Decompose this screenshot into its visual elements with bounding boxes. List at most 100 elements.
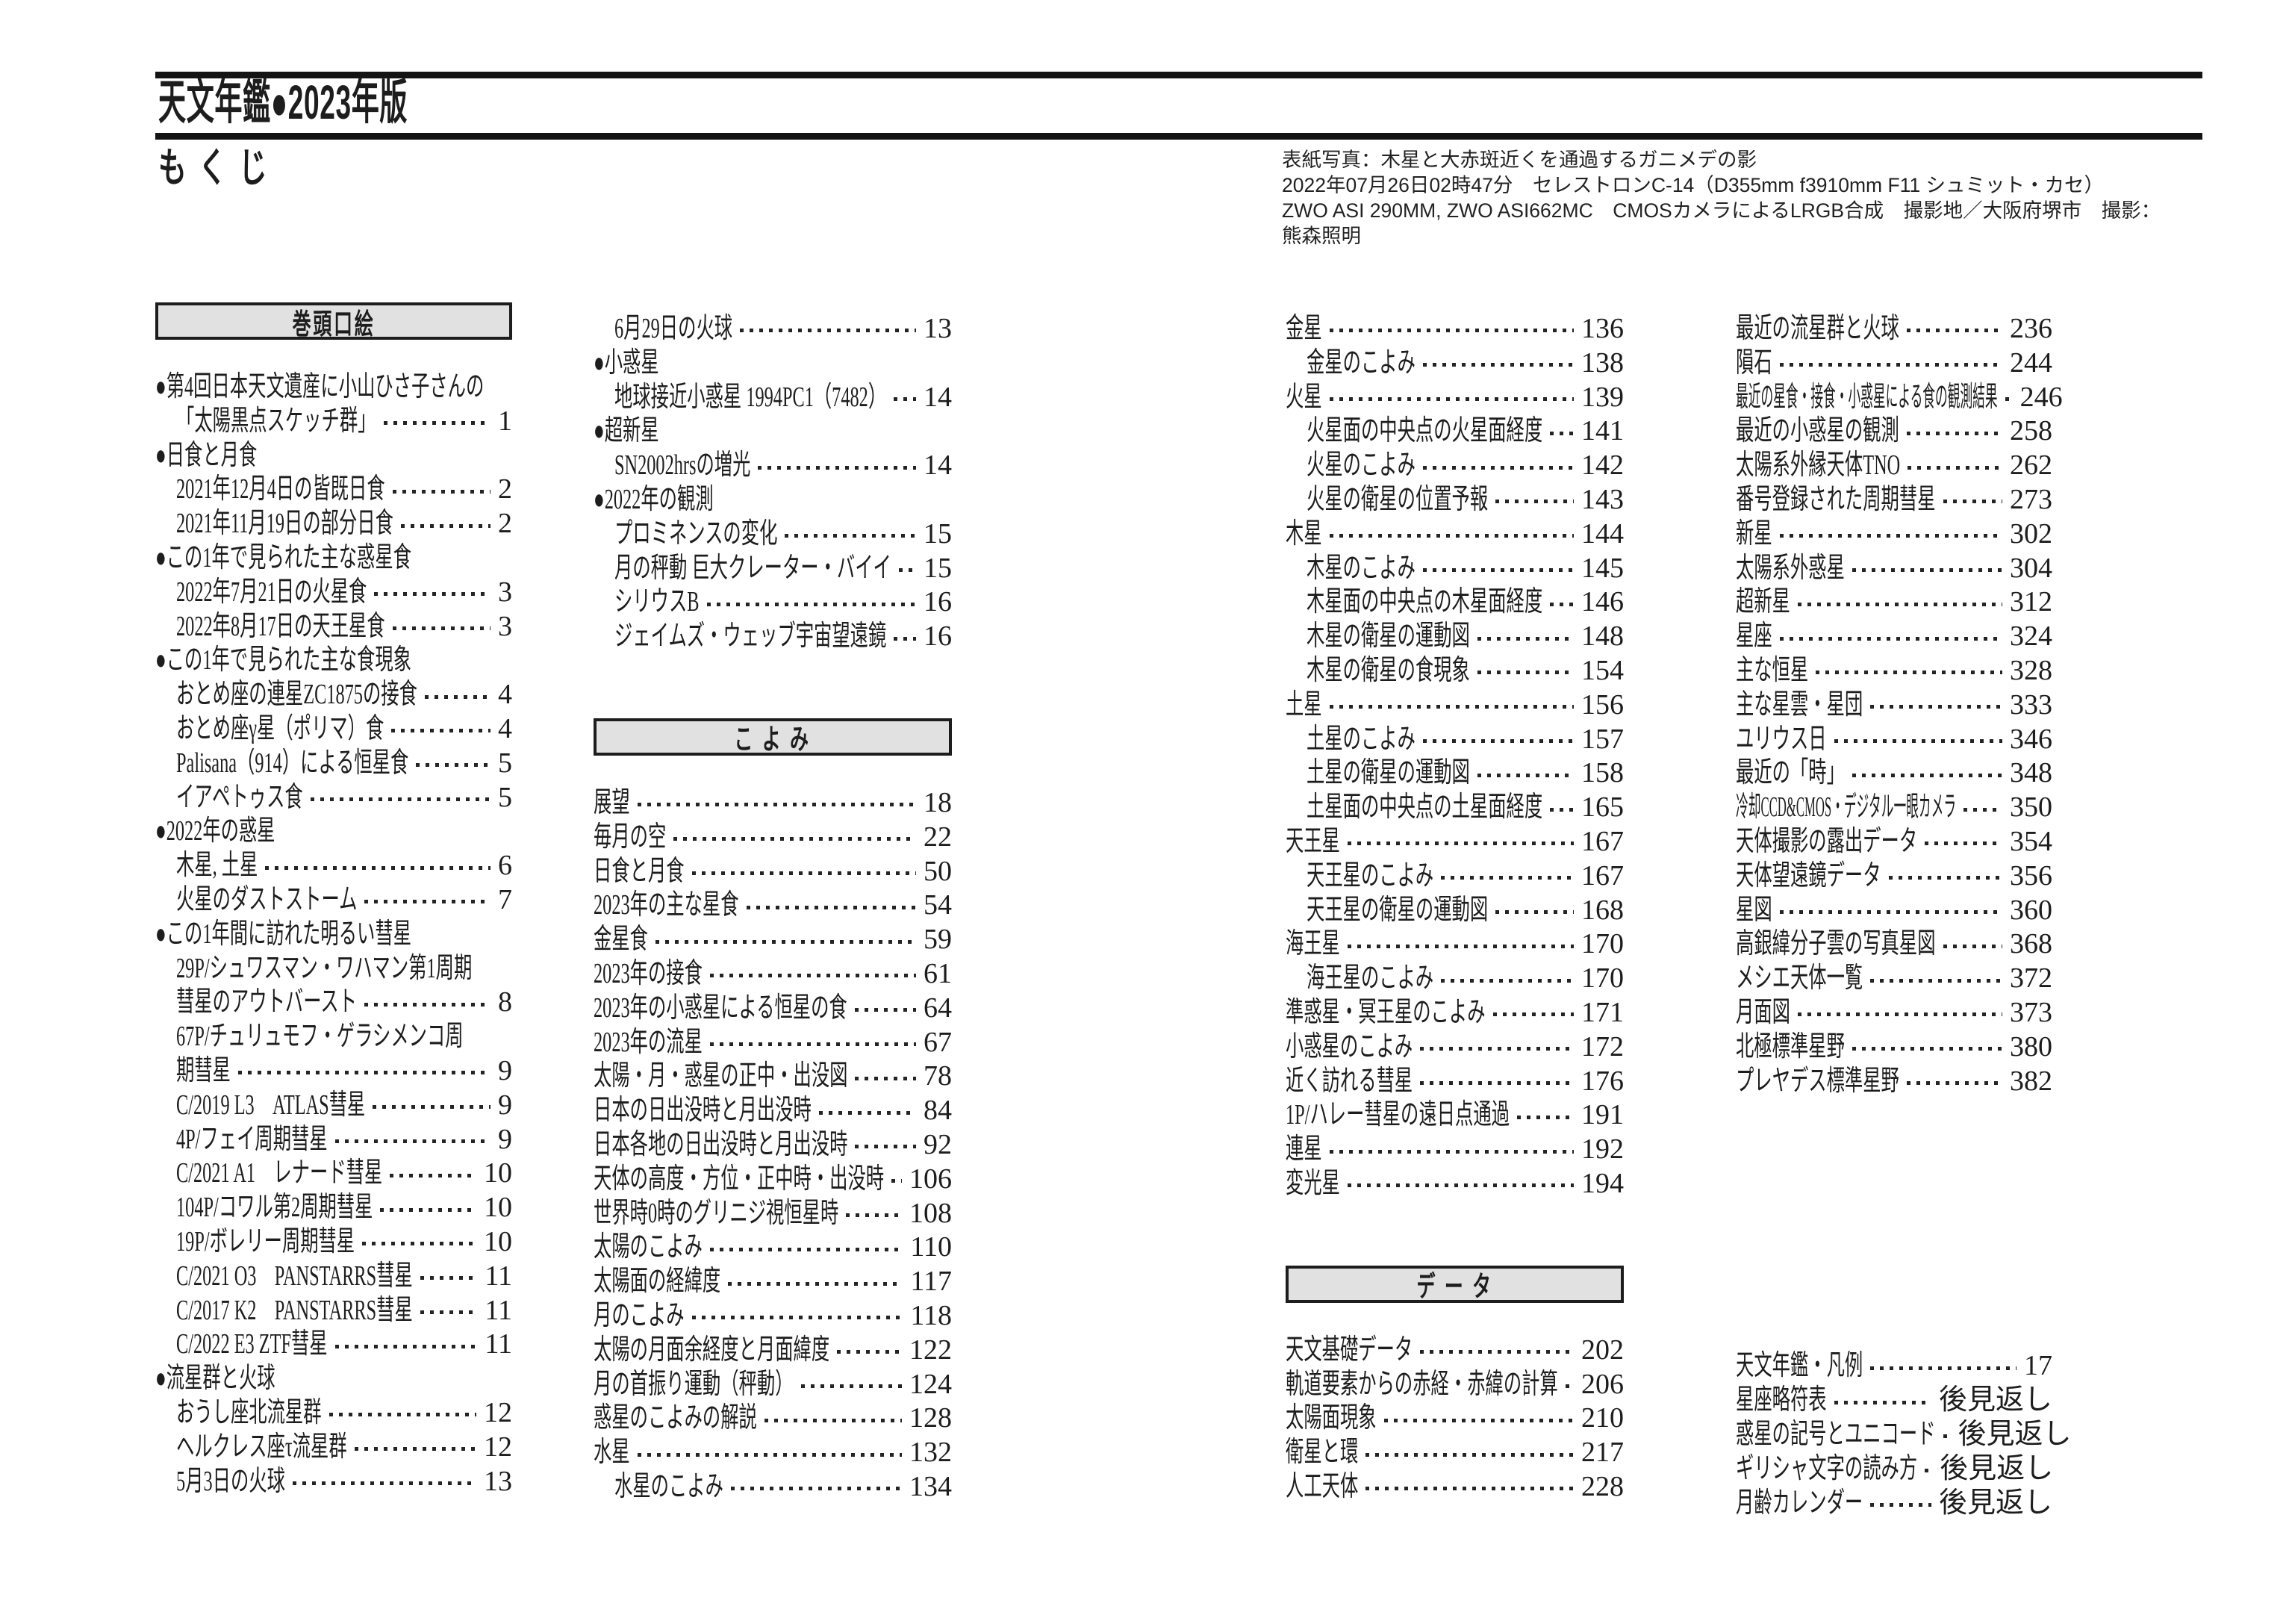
toc-item-label: 海王星のこよみ: [1307, 962, 1434, 995]
dot-leader: [894, 636, 916, 641]
dot-leader: [891, 1179, 902, 1183]
dot-leader: [764, 1418, 902, 1422]
dot-leader: [785, 534, 916, 538]
toc-item: 天文基礎データ 202: [1286, 1334, 1624, 1368]
toc-item: 2022年7月21日の火星食 3: [155, 576, 512, 610]
dot-leader: [1779, 909, 2002, 914]
toc-item: ●日食と月食: [155, 439, 512, 473]
toc-item: 準惑星・冥王星のこよみ 171: [1286, 996, 1624, 1030]
toc-item-label: おとめ座γ星（ポリマ）食: [176, 712, 384, 744]
toc-item: 天体の高度・方位・正中時・出没時 106: [594, 1163, 952, 1197]
dot-leader: [364, 1002, 490, 1007]
toc-item-label: 月のこよみ: [594, 1299, 685, 1331]
toc-item-label: おとめ座の連星ZC1875の接食: [176, 679, 417, 711]
dot-leader: [1852, 1047, 2002, 1051]
page-number: 22: [924, 821, 952, 853]
toc-item-label: 惑星のこよみの解説: [594, 1402, 757, 1434]
dot-leader: [894, 396, 916, 401]
toc-item: 人工天体 228: [1286, 1470, 1624, 1505]
toc-item-label: 天文基礎データ: [1286, 1334, 1413, 1366]
toc-item-label: 高銀緯分子雲の写真星図: [1736, 928, 1936, 960]
toc-item-label: 104P/コワル第2周期彗星: [176, 1192, 373, 1224]
toc-item: 地球接近小惑星 1994PC1（7482） 14: [594, 381, 952, 415]
toc-item: 2021年12月4日の皆既日食 2: [155, 473, 512, 507]
toc-item: 土星のこよみ 157: [1286, 723, 1624, 757]
page-number: 380: [2010, 1030, 2052, 1063]
page-number: 244: [2010, 346, 2052, 379]
page-number: 132: [909, 1437, 952, 1469]
toc-item-label: 日食と月食: [594, 855, 685, 887]
toc-item: 火星の衛星の位置予報 143: [1286, 483, 1624, 517]
page-number: 78: [924, 1060, 952, 1092]
toc-item-label: 最近の星食・接食・小惑星による食の観測結果: [1736, 381, 1998, 413]
toc-item-label: 2023年の流星: [594, 1026, 703, 1058]
dot-leader: [637, 803, 916, 807]
toc-item: ●この1年で見られた主な食現象: [155, 644, 512, 678]
toc-item-label: 主な恒星: [1736, 654, 1809, 686]
toc-item: 土星 156: [1286, 688, 1624, 723]
toc-item-label: 木星: [1286, 517, 1322, 550]
toc-item-label: 火星の衛星の位置予報: [1307, 483, 1489, 515]
toc-item-label: 太陽系外縁天体TNO: [1736, 449, 1901, 482]
page-number: 1: [498, 405, 512, 437]
toc-item-label: 木星, 土星: [176, 850, 258, 882]
toc-item-label: C/2019 L3 ATLAS彗星: [176, 1089, 366, 1121]
dot-leader: [1441, 876, 1574, 880]
toc-item-label: 土星面の中央点の土星面経度: [1307, 791, 1543, 824]
dot-leader: [1365, 1487, 1574, 1491]
dot-leader: [1422, 567, 1574, 572]
toc-column-2: 6月29日の火球 13 ●小惑星 地球接近小惑星 1994PC1（7482） 14 ●超新…: [594, 302, 952, 1505]
toc-item-label: 2022年8月17日の天王星食: [176, 610, 385, 642]
toc-item: 67P/チュリュモフ・ゲラシメンコ周: [155, 1020, 512, 1054]
toc-item: 104P/コワル第2周期彗星 10: [155, 1191, 512, 1225]
toc-item: 月齢カレンダー 後見返し: [1736, 1487, 2052, 1521]
page-number: 6: [498, 850, 512, 882]
dot-leader: [746, 905, 916, 909]
toc-item-label: 惑星の記号とユニコード: [1736, 1418, 1936, 1450]
toc-item: プレヤデス標準星野 382: [1736, 1065, 2052, 1099]
toc-item: 番号登録された周期彗星 273: [1736, 483, 2052, 517]
toc-item-label: 毎月の空: [594, 821, 667, 853]
toc-item: 主な恒星 328: [1736, 654, 2052, 688]
toc-item: 2023年の接食 61: [594, 957, 952, 992]
toc-item: C/2017 K2 PANSTARRS彗星 11: [155, 1294, 512, 1328]
dot-leader: [1420, 1080, 1574, 1085]
toc-item-label: 隕石: [1736, 346, 1772, 379]
toc-item-label: 水星: [594, 1437, 630, 1469]
dot-leader: [416, 763, 490, 768]
toc-item-label: 6月29日の火球: [614, 313, 733, 344]
toc-item-label: プレヤデス標準星野: [1736, 1065, 1899, 1097]
toc-item-label: 天体撮影の露出データ: [1736, 825, 1918, 857]
dot-leader: [292, 1481, 476, 1485]
dot-leader: [1329, 1149, 1574, 1154]
dot-leader: [1365, 1452, 1574, 1457]
dot-leader: [1477, 773, 1574, 777]
page-number: 15: [924, 517, 952, 550]
toc-item: ギリシャ文字の読み方 後見返し: [1736, 1452, 2053, 1487]
dot-leader: [400, 523, 490, 528]
toc-item-label: 土星の衛星の運動図: [1307, 757, 1470, 789]
toc-item-label: 天文年鑑・凡例: [1736, 1350, 1863, 1382]
toc-item-label: 2023年の小惑星による恒星の食: [594, 992, 847, 1024]
toc-list: 最近の流星群と火球 236 隕石 244 最近の星食・接食・小惑星による食の観測結果 24…: [1736, 312, 2063, 1099]
toc-item: シリウスB 16: [594, 585, 952, 620]
page-number: 後見返し: [1938, 1487, 2052, 1519]
toc-item: 海王星のこよみ 170: [1286, 962, 1624, 996]
toc-item-label: 29P/シュワスマン・ワハマン第1周期: [176, 952, 473, 984]
toc-item-label: 小惑星のこよみ: [1286, 1030, 1413, 1063]
page-number: 141: [1581, 415, 1624, 447]
page-number: 167: [1581, 825, 1624, 857]
toc-item: 最近の星食・接食・小惑星による食の観測結果 246: [1736, 381, 2063, 415]
toc-item-label: C/2017 K2 PANSTARRS彗星: [176, 1294, 413, 1326]
toc-item-label: 変光星: [1286, 1167, 1340, 1199]
toc-item: 2021年11月19日の部分日食 2: [155, 507, 512, 541]
page-number: 217: [1581, 1437, 1624, 1469]
section-header-label: こ よ み: [734, 724, 812, 756]
credit-line: ZWO ASI 290MM, ZWO ASI662MC CMOSカメラによるLR…: [1282, 199, 2161, 222]
toc-item: 最近の流星群と火球 236: [1736, 312, 2052, 346]
dot-leader: [1441, 978, 1574, 983]
page-number: 170: [1581, 928, 1624, 960]
dot-leader: [424, 694, 490, 699]
toc-item: 金星のこよみ 138: [1286, 346, 1624, 381]
